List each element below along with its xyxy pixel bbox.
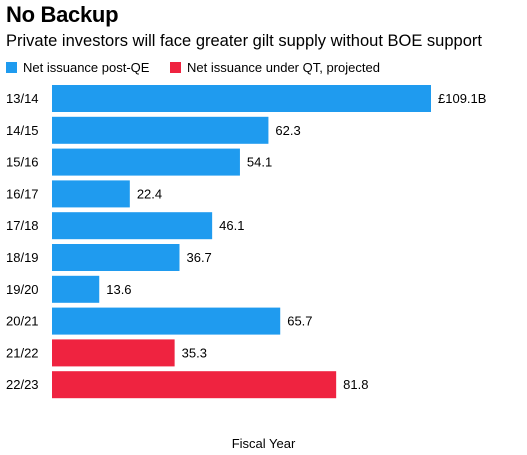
legend-item-post-qe: Net issuance post-QE <box>6 59 149 75</box>
bar-16-17 <box>52 180 130 208</box>
bar-20-21 <box>52 307 281 335</box>
chart-subtitle: Private investors will face greater gilt… <box>6 32 482 50</box>
bar-14-15 <box>52 116 269 144</box>
category-label-14-15: 14/15 <box>6 123 39 138</box>
value-label-13-14: £109.1B <box>438 91 486 106</box>
bar-17-18 <box>52 212 213 240</box>
value-label-21-22: 35.3 <box>182 345 207 360</box>
value-label-19-20: 13.6 <box>106 282 131 297</box>
category-label-18-19: 18/19 <box>6 250 39 265</box>
legend-label-qt-projected: Net issuance under QT, projected <box>187 59 380 75</box>
bar-22-23 <box>52 371 337 399</box>
bar-chart: 13/14 £109.1B 14/15 62.3 15/16 54.1 16/17 22.4 1… <box>6 85 486 399</box>
bar-21-22 <box>52 339 175 367</box>
legend-item-qt-projected: Net issuance under QT, projected <box>170 59 380 75</box>
legend-label-post-qe: Net issuance post-QE <box>23 59 150 75</box>
category-label-21-22: 21/22 <box>6 345 39 360</box>
legend-swatch-qt-projected <box>170 61 181 73</box>
category-label-19-20: 19/20 <box>6 282 39 297</box>
value-label-15-16: 54.1 <box>247 155 272 170</box>
category-label-15-16: 15/16 <box>6 155 39 170</box>
bar-19-20 <box>52 275 100 303</box>
bar-18-19 <box>52 244 180 271</box>
value-label-14-15: 62.3 <box>275 123 300 138</box>
category-label-16-17: 16/17 <box>6 186 39 201</box>
category-label-22-23: 22/23 <box>6 377 39 392</box>
category-label-20-21: 20/21 <box>6 314 39 329</box>
legend-swatch-post-qe <box>6 61 17 73</box>
bar-15-16 <box>52 148 240 176</box>
category-label-17-18: 17/18 <box>6 218 39 233</box>
x-axis-label: Fiscal Year <box>231 436 296 451</box>
chart-title: No Backup <box>6 2 119 27</box>
value-label-22-23: 81.8 <box>343 377 368 392</box>
value-label-20-21: 65.7 <box>287 314 312 329</box>
value-label-17-18: 46.1 <box>219 218 244 233</box>
value-label-18-19: 36.7 <box>186 250 211 265</box>
value-label-16-17: 22.4 <box>137 186 162 201</box>
bar-13-14 <box>52 85 431 112</box>
category-label-13-14: 13/14 <box>6 91 39 106</box>
